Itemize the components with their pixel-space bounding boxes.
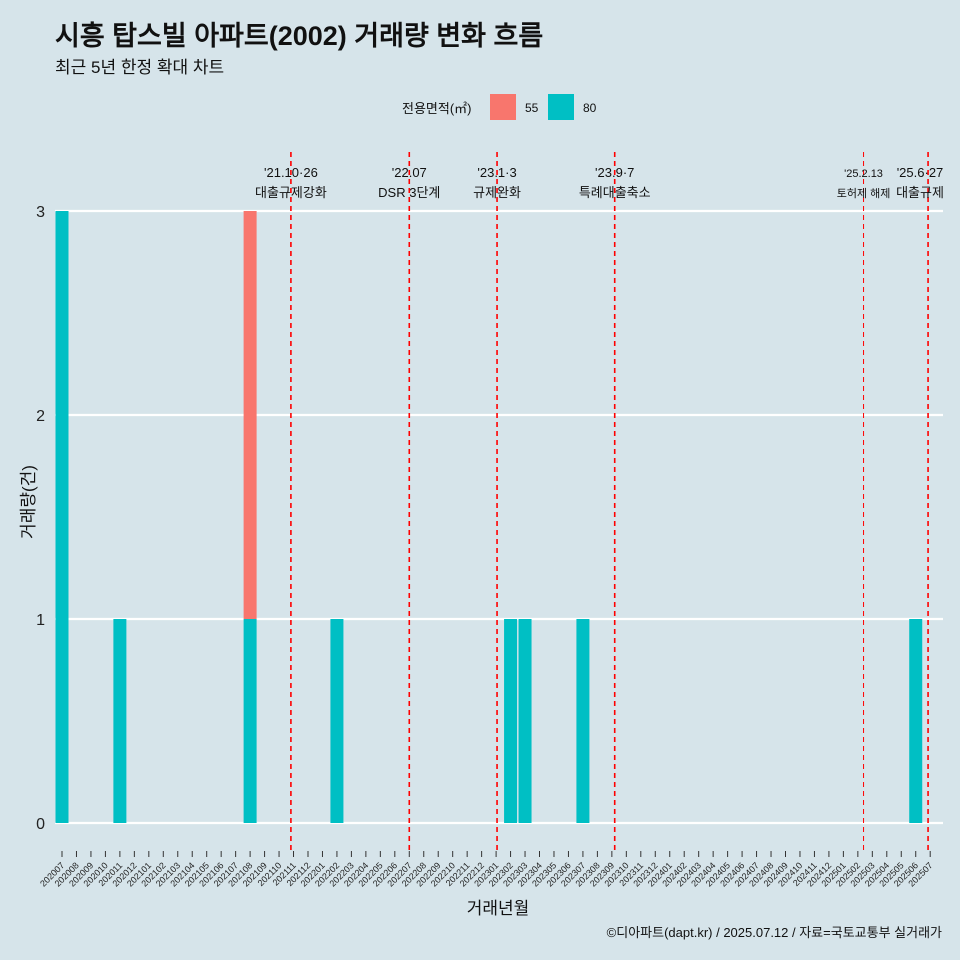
event-lines: '21.10·26 대출규제강화 '22.07 DSR 3단계 '23.1·3 규제완화 '…	[255, 152, 944, 852]
legend-swatch-55	[490, 94, 516, 120]
event-date: '23.1·3	[477, 165, 516, 180]
event-date: '21.10·26	[264, 165, 318, 180]
event-label: 토허제 해제	[837, 186, 891, 200]
legend-label-55: 55	[525, 101, 539, 115]
y-axis: 0 1 2 3	[36, 204, 45, 833]
y-axis-label: 거래량(건)	[19, 465, 38, 539]
event-label: 대출규제	[896, 185, 944, 200]
event-date: '22.07	[392, 165, 427, 180]
y-tick-label: 2	[36, 408, 45, 425]
event-date: '23.9·7	[595, 165, 634, 180]
event-label: 특례대출축소	[579, 185, 651, 200]
event-date: '25.2.13	[844, 168, 883, 180]
event-label: 규제완화	[473, 185, 521, 200]
event-label: 대출규제강화	[255, 185, 327, 200]
caption: ©디아파트(dapt.kr) / 2025.07.12 / 자료=국토교통부 실…	[606, 925, 942, 940]
bar-80-202307	[576, 619, 590, 823]
legend: 전용면적(㎡) 55 80	[402, 94, 597, 120]
y-tick-label: 3	[36, 204, 45, 221]
bars	[55, 211, 923, 823]
legend-title: 전용면적(㎡)	[402, 101, 472, 116]
bar-80-202303	[518, 619, 532, 823]
event-label: DSR 3단계	[378, 185, 440, 200]
bar-80-202108	[243, 619, 257, 823]
bar-80-202506	[909, 619, 923, 823]
bar-80-202007	[55, 211, 69, 823]
bar-80-202302	[504, 619, 518, 823]
x-axis: 2020072020082020092020102020112020122021…	[38, 851, 935, 889]
bar-80-202011	[113, 619, 127, 823]
bar-80-202202	[330, 619, 344, 823]
chart-title: 시흥 탑스빌 아파트(2002) 거래량 변화 흐름	[55, 21, 544, 51]
gridlines	[55, 209, 943, 825]
legend-label-80: 80	[583, 101, 597, 115]
bar-55-202108	[243, 211, 257, 619]
event-date: '25.6·27	[897, 165, 944, 180]
legend-swatch-80	[548, 94, 574, 120]
y-tick-label: 0	[36, 816, 45, 833]
chart-subtitle: 최근 5년 한정 확대 차트	[55, 58, 225, 77]
y-tick-label: 1	[36, 612, 45, 629]
x-axis-label: 거래년월	[467, 899, 530, 918]
